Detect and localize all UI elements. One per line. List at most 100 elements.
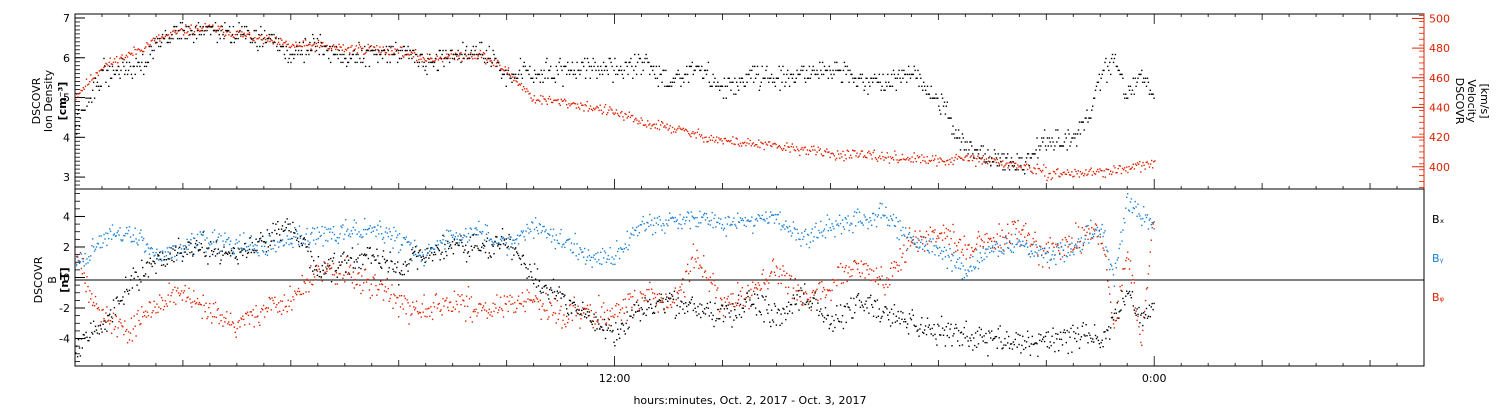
- bz-point: [700, 266, 702, 268]
- by-point: [640, 224, 642, 226]
- density-point: [283, 53, 286, 56]
- bz-point: [552, 311, 555, 314]
- bz-point: [968, 244, 970, 246]
- bz-point: [399, 306, 402, 308]
- bz-point: [338, 273, 340, 275]
- by-point: [925, 240, 928, 243]
- velocity-point: [277, 41, 280, 44]
- density-point: [160, 45, 162, 48]
- velocity-point: [520, 82, 523, 85]
- bz-point: [1128, 268, 1131, 270]
- density-point: [732, 81, 734, 83]
- bz-point: [703, 271, 706, 273]
- velocity-point: [431, 57, 433, 60]
- bx-point: [435, 244, 438, 247]
- bz-point: [533, 299, 535, 301]
- by-point: [1007, 247, 1009, 249]
- density-point: [244, 25, 246, 28]
- velocity-point: [1050, 178, 1052, 181]
- density-point: [143, 65, 146, 68]
- bz-point: [1086, 231, 1088, 234]
- bz-point: [966, 248, 968, 250]
- density-point: [769, 77, 771, 79]
- by-point: [386, 232, 388, 234]
- bz-point: [952, 223, 954, 226]
- velocity-point: [686, 130, 689, 133]
- bz-point: [413, 306, 415, 308]
- bz-point: [613, 316, 615, 319]
- velocity-point: [540, 95, 542, 97]
- density-point: [521, 77, 524, 79]
- density-point: [1055, 129, 1057, 131]
- bx-point: [265, 251, 268, 253]
- by-point: [1102, 235, 1104, 238]
- velocity-point: [311, 45, 313, 47]
- density-point: [353, 49, 355, 52]
- by-point: [1099, 233, 1101, 235]
- density-point: [92, 89, 94, 91]
- density-point: [1140, 73, 1142, 76]
- by-point: [1029, 256, 1032, 258]
- density-point: [558, 61, 560, 64]
- bz-point: [280, 313, 283, 315]
- velocity-point: [963, 159, 965, 161]
- bz-point: [165, 303, 168, 305]
- density-point: [843, 61, 846, 64]
- by-point: [1135, 206, 1137, 208]
- density-point: [737, 89, 740, 91]
- by-point: [1093, 233, 1096, 235]
- velocity-point: [708, 136, 710, 139]
- density-point: [639, 57, 642, 60]
- density-point: [773, 81, 776, 83]
- density-point: [983, 161, 985, 163]
- bz-point: [872, 279, 874, 281]
- bz-point: [347, 273, 349, 275]
- by-point: [550, 241, 553, 243]
- bz-point: [491, 315, 493, 317]
- bx-point: [387, 271, 389, 273]
- bz-point: [943, 232, 946, 234]
- bz-point: [907, 240, 910, 242]
- density-point: [384, 53, 387, 56]
- bz-point: [1091, 227, 1093, 229]
- bz-point: [536, 298, 539, 300]
- density-point: [820, 69, 822, 72]
- velocity-point: [941, 160, 943, 162]
- bz-point: [594, 323, 596, 325]
- by-point: [684, 223, 686, 225]
- density-point: [1059, 145, 1061, 147]
- by-point: [707, 223, 710, 225]
- bz-point: [835, 279, 837, 281]
- velocity-point: [1002, 160, 1004, 162]
- bz-point: [1120, 289, 1122, 291]
- by-point: [506, 254, 508, 256]
- velocity-point: [230, 35, 232, 37]
- velocity-point: [814, 149, 816, 151]
- by-point: [404, 238, 406, 240]
- density-point: [202, 25, 204, 28]
- density-point: [716, 85, 718, 87]
- velocity-point: [517, 84, 519, 86]
- bz-point: [780, 282, 782, 285]
- bx-point: [374, 259, 376, 261]
- bz-point: [601, 306, 603, 308]
- density-point: [438, 49, 440, 52]
- bz-point: [241, 318, 243, 320]
- density-point: [1108, 69, 1110, 72]
- by-point: [1127, 193, 1129, 195]
- density-point: [522, 65, 524, 68]
- bz-point: [1036, 246, 1038, 248]
- by-point: [649, 213, 651, 216]
- bz-point: [1114, 320, 1117, 322]
- bz-point: [151, 311, 153, 314]
- bz-point: [436, 307, 439, 309]
- by-point: [149, 248, 151, 250]
- density-point: [579, 73, 581, 76]
- bz-point: [840, 282, 843, 285]
- bz-point: [686, 270, 688, 272]
- density-point: [180, 37, 183, 40]
- bz-point: [825, 294, 828, 296]
- bz-point: [666, 306, 668, 308]
- density-point: [778, 65, 780, 68]
- density-point: [821, 61, 824, 64]
